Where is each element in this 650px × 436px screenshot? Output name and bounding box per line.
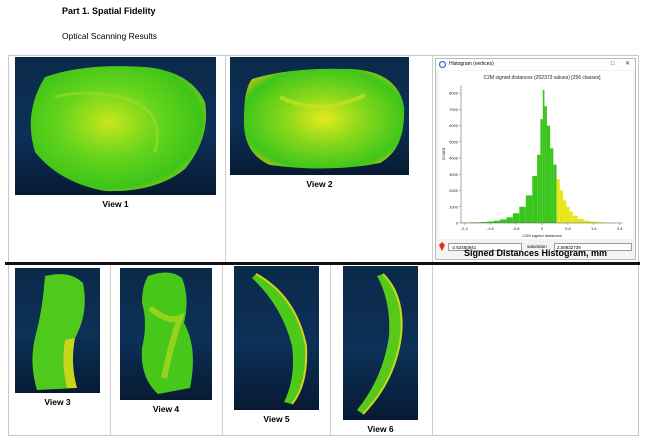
y-tick-label: 0 — [456, 221, 459, 226]
histogram-bar — [532, 175, 538, 223]
histogram-bar — [499, 219, 507, 223]
histogram-bar — [512, 213, 520, 223]
y-tick-label: 2000 — [449, 188, 459, 193]
histogram-window: Histogram (vertices) □ ✕ C2M signed dist… — [435, 58, 636, 260]
table-divider — [225, 56, 226, 262]
section-divider — [5, 262, 640, 265]
y-tick-label: 8000 — [449, 91, 459, 96]
close-icon[interactable]: ✕ — [625, 61, 631, 67]
y-tick-label: 5000 — [449, 139, 459, 144]
histogram-window-title: Histogram (vertices) — [449, 61, 494, 67]
histogram-bar — [542, 89, 545, 223]
histogram-bar — [584, 220, 591, 223]
view-1-image — [15, 57, 216, 195]
histogram-bar — [486, 221, 494, 223]
saturation-label: saturation — [527, 244, 547, 249]
app-logo-icon — [439, 61, 446, 68]
table-divider — [330, 265, 331, 436]
minimize-icon[interactable]: □ — [611, 61, 615, 67]
min-value-field[interactable]: -2.52450941 — [448, 243, 522, 251]
histogram-bar — [506, 217, 513, 223]
view-3-image — [15, 268, 100, 393]
page-subtitle: Optical Scanning Results — [62, 31, 157, 41]
histogram-bar — [519, 206, 526, 223]
view-2-label: View 2 — [306, 179, 333, 189]
histogram-bar — [572, 215, 578, 223]
view-3-label: View 3 — [44, 397, 71, 407]
histogram-bar — [566, 206, 570, 223]
y-tick-label: 7000 — [449, 107, 459, 112]
table-divider — [432, 56, 433, 436]
view-6-label: View 6 — [367, 424, 394, 434]
x-tick-label: -0.8 — [513, 226, 521, 231]
histogram-bar — [559, 190, 564, 223]
y-axis-label: Count — [441, 147, 446, 160]
view-5-image — [234, 266, 319, 410]
histogram-bar — [473, 222, 481, 223]
histogram-bar — [563, 200, 567, 223]
view-1-label: View 1 — [102, 199, 129, 209]
table-divider — [222, 265, 223, 436]
view-5-label: View 5 — [263, 414, 290, 424]
histogram-bar — [480, 222, 487, 223]
histogram-plot: C2M signed distances (202373 values) [25… — [439, 71, 633, 239]
view-4-image — [120, 268, 212, 400]
view-2-image — [230, 57, 409, 175]
histogram-bar — [553, 164, 557, 223]
histogram-bar — [556, 179, 560, 223]
page-title: Part 1. Spatial Fidelity — [62, 6, 156, 16]
histogram-bar — [590, 221, 598, 223]
x-tick-label: -2.4 — [461, 226, 469, 231]
x-axis-label: C2M signed distances — [522, 233, 561, 238]
histogram-bar — [550, 148, 554, 223]
y-tick-label: 4000 — [449, 156, 459, 161]
x-tick-label: 2.4 — [617, 226, 623, 231]
table-divider — [110, 265, 111, 436]
view-6-image — [343, 266, 418, 420]
color-marker-icon[interactable] — [439, 242, 445, 251]
x-tick-label: 0 — [541, 226, 544, 231]
histogram-bar — [537, 154, 541, 223]
histogram-bar — [569, 211, 573, 223]
x-tick-label: 0.8 — [565, 226, 571, 231]
y-tick-label: 3000 — [449, 172, 459, 177]
saturation-field[interactable]: 2.58832739 — [554, 243, 632, 251]
histogram-bar — [540, 119, 543, 223]
histogram-bar — [597, 222, 604, 223]
y-tick-label: 1000 — [449, 204, 459, 209]
histogram-caption: Signed Distances Histogram, mm — [463, 248, 608, 258]
histogram-bar — [544, 106, 547, 223]
x-tick-label: -1.6 — [487, 226, 495, 231]
y-tick-label: 6000 — [449, 123, 459, 128]
chart-title: C2M signed distances (202373 values) [25… — [483, 75, 601, 81]
x-tick-label: 1.6 — [591, 226, 597, 231]
histogram-bar — [493, 220, 500, 223]
histogram-chart: C2M signed distances (202373 values) [25… — [441, 75, 623, 238]
histogram-bar — [525, 195, 533, 223]
histogram-bar — [546, 125, 551, 223]
histogram-window-titlebar: Histogram (vertices) □ ✕ — [436, 59, 635, 70]
histogram-bar — [577, 218, 585, 223]
view-4-label: View 4 — [152, 404, 180, 414]
